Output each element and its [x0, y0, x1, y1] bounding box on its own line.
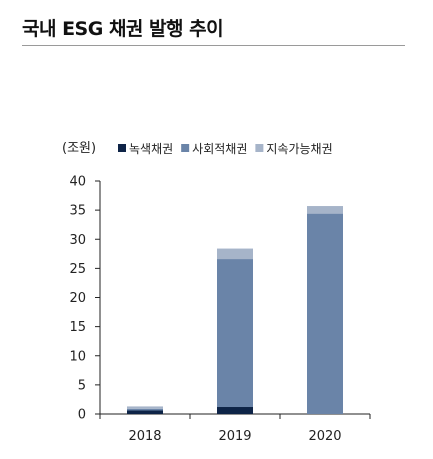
x-axis: 2018 2019 2020: [99, 413, 371, 444]
y-tick-label-7: 35: [69, 204, 86, 219]
y-tick-label-1: 5: [78, 378, 86, 393]
legend: 녹색채권 사회적채권 지속가능채권: [118, 142, 333, 156]
bar-2020-series-2: [307, 206, 343, 214]
y-tick-label-4: 20: [69, 291, 86, 306]
y-tick-label-5: 25: [69, 262, 86, 277]
chart-title: 국내 ESG 채권 발행 추이: [22, 18, 224, 40]
legend-swatch-1: [181, 144, 190, 152]
bar-2020-series-1: [307, 213, 343, 414]
y-tick-label-8: 40: [69, 175, 86, 190]
bar-2019-series-0: [217, 407, 253, 414]
y-tick-label-2: 10: [69, 349, 86, 364]
bar-2018-series-1: [127, 408, 163, 411]
bar-2018-series-2: [127, 406, 163, 409]
y-tick-label-0: 0: [78, 408, 86, 423]
title-divider: [22, 45, 405, 46]
legend-swatch-2: [255, 144, 264, 152]
y-tick-label-6: 30: [69, 233, 86, 248]
y-axis: 0 5 10 15 20 25 30 35 40: [69, 175, 101, 423]
bar-2019-series-2: [217, 248, 253, 260]
legend-label-2: 지속가능채권: [266, 142, 332, 156]
bar-2018-series-0: [127, 410, 163, 414]
unit-label: (조원): [62, 141, 96, 156]
legend-label-0: 녹색채권: [129, 142, 173, 156]
bar-2019-series-1: [217, 259, 253, 408]
legend-swatch-0: [118, 144, 126, 152]
y-tick-label-3: 15: [69, 320, 86, 335]
x-tick-label-0: 2018: [128, 429, 161, 444]
x-tick-label-2: 2020: [308, 429, 341, 444]
legend-label-1: 사회적채권: [192, 142, 247, 156]
bars: [127, 206, 343, 414]
x-tick-label-1: 2019: [218, 429, 251, 444]
